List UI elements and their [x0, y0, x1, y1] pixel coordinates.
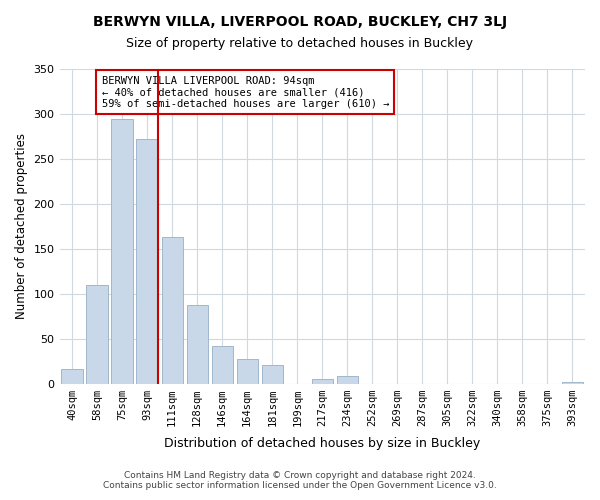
X-axis label: Distribution of detached houses by size in Buckley: Distribution of detached houses by size …	[164, 437, 481, 450]
Text: BERWYN VILLA LIVERPOOL ROAD: 94sqm
← 40% of detached houses are smaller (416)
59: BERWYN VILLA LIVERPOOL ROAD: 94sqm ← 40%…	[101, 76, 389, 108]
Bar	[337, 376, 358, 384]
Bar	[562, 382, 583, 384]
Bar	[61, 369, 83, 384]
Bar	[212, 346, 233, 384]
Bar	[136, 139, 158, 384]
Text: Contains HM Land Registry data © Crown copyright and database right 2024.
Contai: Contains HM Land Registry data © Crown c…	[103, 470, 497, 490]
Bar	[187, 306, 208, 384]
Y-axis label: Number of detached properties: Number of detached properties	[15, 134, 28, 320]
Bar	[311, 379, 333, 384]
Bar	[262, 364, 283, 384]
Bar	[161, 237, 183, 384]
Text: BERWYN VILLA, LIVERPOOL ROAD, BUCKLEY, CH7 3LJ: BERWYN VILLA, LIVERPOOL ROAD, BUCKLEY, C…	[93, 15, 507, 29]
Bar	[112, 120, 133, 384]
Text: Size of property relative to detached houses in Buckley: Size of property relative to detached ho…	[127, 38, 473, 51]
Bar	[236, 360, 258, 384]
Bar	[86, 284, 108, 384]
